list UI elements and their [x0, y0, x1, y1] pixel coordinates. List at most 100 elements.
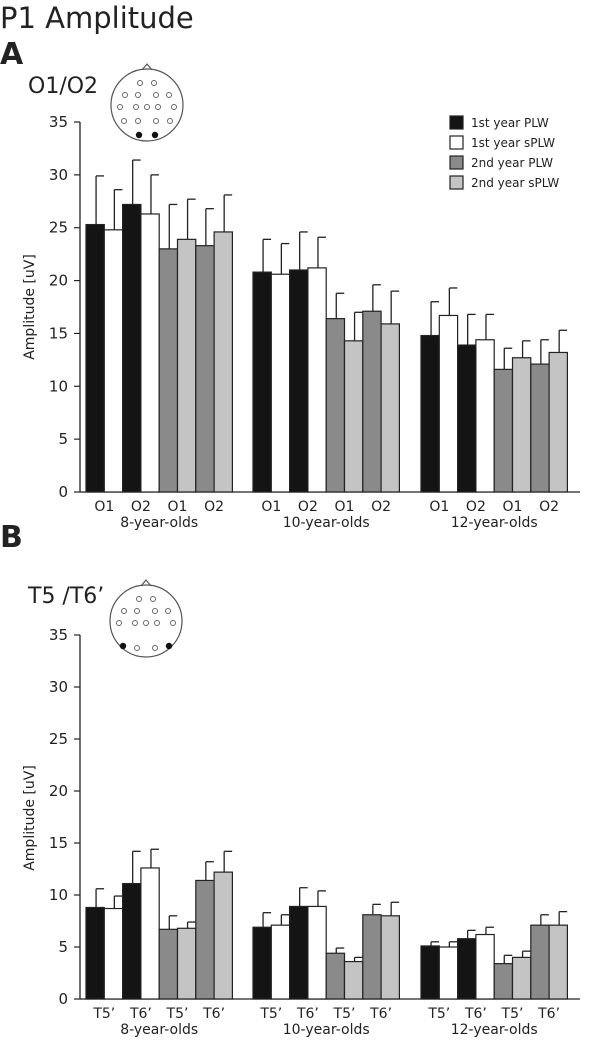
- bar: [85, 223, 105, 493]
- legend: 1st year PLW 1st year sPLW 2nd year PLW 2nd…: [449, 115, 559, 190]
- bar: [85, 906, 105, 1000]
- legend-swatch: [449, 175, 464, 190]
- y-tick-label: 35: [49, 626, 68, 644]
- bar: [158, 248, 179, 493]
- bar: [270, 924, 291, 1000]
- x-tick-label: O2: [131, 499, 151, 515]
- bar: [530, 363, 550, 493]
- x-tick-label: T6’: [537, 1006, 560, 1022]
- panel-a-y-axis-label: Amplitude [uV]: [22, 254, 38, 360]
- x-tick-label: T6’: [369, 1006, 392, 1022]
- x-tick-label: O2: [204, 499, 224, 515]
- bar: [362, 310, 382, 493]
- bar: [343, 960, 364, 1000]
- legend-swatch: [449, 155, 464, 170]
- y-tick-label: 0: [58, 990, 68, 1008]
- y-tick-label: 30: [49, 166, 68, 184]
- bar: [289, 905, 309, 1000]
- bar: [252, 926, 272, 1000]
- bar: [493, 963, 514, 1000]
- y-tick-label: 35: [49, 113, 68, 131]
- x-tick-label: T5’: [92, 1006, 115, 1022]
- bar: [307, 905, 327, 1000]
- legend-label: 2nd year PLW: [471, 156, 553, 170]
- bar: [140, 867, 160, 1000]
- x-tick-label: O1: [429, 499, 449, 515]
- bar: [176, 927, 197, 1000]
- x-tick-label: T6’: [464, 1006, 487, 1022]
- x-tick-label: T6’: [129, 1006, 152, 1022]
- x-tick-label: O1: [503, 499, 523, 515]
- bar: [289, 269, 309, 493]
- y-tick-label: 15: [49, 324, 68, 342]
- y-tick-label: 30: [49, 678, 68, 696]
- x-tick-label: O1: [168, 499, 188, 515]
- bar: [103, 229, 124, 493]
- bar: [325, 952, 346, 1000]
- bar: [158, 928, 179, 1000]
- bar: [548, 924, 568, 1000]
- panel-b: B T5 /T6’ Amplitude [uV] 0 5 10 15 20 25 30 35 T…: [0, 520, 580, 1038]
- legend-swatch: [449, 115, 464, 130]
- x-tick-label: O1: [261, 499, 281, 515]
- bar: [420, 334, 440, 493]
- group-label: 12-year-olds: [451, 1022, 538, 1038]
- x-tick-label: O2: [298, 499, 318, 515]
- electrode-head-map-b: [109, 579, 183, 658]
- bar: [195, 245, 215, 493]
- bar: [307, 267, 327, 493]
- x-tick-label: O2: [539, 499, 559, 515]
- group-label: 8-year-olds: [120, 1022, 198, 1038]
- legend-swatch: [449, 135, 464, 150]
- bar: [103, 907, 124, 1000]
- panel-a-label: A: [0, 37, 24, 72]
- x-tick-label: O2: [371, 499, 391, 515]
- bar: [380, 915, 401, 1000]
- figure-title: P1 Amplitude: [0, 1, 194, 35]
- bar: [457, 344, 477, 493]
- bar: [252, 271, 272, 493]
- bar: [438, 314, 459, 493]
- bar: [362, 914, 382, 1000]
- bar: [270, 273, 291, 493]
- x-tick-label: T5’: [259, 1006, 282, 1022]
- bar: [343, 340, 364, 493]
- y-tick-label: 20: [49, 272, 68, 290]
- x-tick-label: T5’: [427, 1006, 450, 1022]
- y-tick-label: 15: [49, 834, 68, 852]
- bar: [475, 339, 495, 493]
- y-tick-label: 10: [49, 377, 68, 395]
- bar: [176, 238, 197, 493]
- x-tick-label: O2: [466, 499, 486, 515]
- bar: [438, 946, 459, 1000]
- y-tick-label: 25: [49, 219, 68, 237]
- x-tick-label: O1: [335, 499, 355, 515]
- y-tick-label: 5: [58, 938, 68, 956]
- x-tick-label: O1: [94, 499, 114, 515]
- group-label: 10-year-olds: [283, 1022, 370, 1038]
- legend-label: 1st year PLW: [471, 116, 549, 130]
- x-tick-label: T5’: [166, 1006, 189, 1022]
- bar: [195, 879, 215, 1000]
- bar: [511, 956, 532, 1000]
- x-tick-label: T5’: [333, 1006, 356, 1022]
- electrode-head-map-a: [110, 63, 184, 142]
- y-tick-label: 5: [58, 430, 68, 448]
- panel-b-label: B: [0, 520, 23, 555]
- y-tick-label: 10: [49, 886, 68, 904]
- group-label: 8-year-olds: [120, 515, 198, 531]
- bar: [475, 933, 495, 1000]
- legend-label: 2nd year sPLW: [471, 176, 559, 190]
- group-label: 12-year-olds: [451, 515, 538, 531]
- y-tick-label: 20: [49, 782, 68, 800]
- bar: [420, 945, 440, 1000]
- x-tick-label: T6’: [202, 1006, 225, 1022]
- bar: [121, 203, 142, 493]
- x-tick-label: T6’: [296, 1006, 319, 1022]
- panel-b-y-axis-label: Amplitude [uV]: [22, 765, 38, 871]
- panel-a-subtitle: O1/O2: [28, 74, 98, 99]
- bar: [140, 213, 160, 493]
- bar: [121, 882, 142, 1000]
